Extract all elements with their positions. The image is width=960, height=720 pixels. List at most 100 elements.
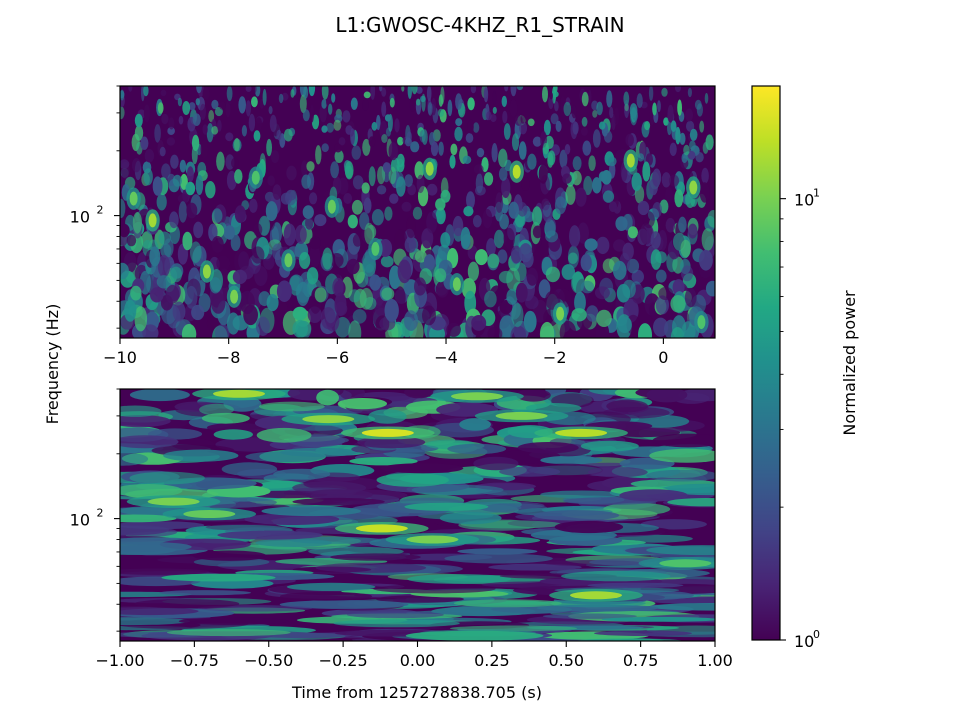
heatmap-texture-cell	[404, 236, 417, 253]
heatmap-texture-cell	[580, 254, 592, 272]
heatmap-texture-cell	[237, 468, 287, 479]
heatmap-texture-cell	[262, 88, 267, 106]
heatmap-texture-cell	[405, 630, 544, 641]
heatmap-texture-cell	[521, 177, 530, 191]
heatmap-texture-cell	[143, 168, 153, 186]
heatmap-hotspot	[327, 199, 336, 214]
heatmap-texture-cell	[346, 258, 360, 275]
heatmap-texture-cell	[292, 481, 367, 495]
heatmap-texture-cell	[321, 143, 329, 153]
heatmap-texture-cell	[653, 317, 669, 337]
heatmap-texture-cell	[563, 101, 572, 117]
heatmap-texture-cell	[472, 122, 480, 133]
heatmap-texture-cell	[401, 201, 412, 212]
heatmap-hotspot	[451, 392, 503, 401]
heatmap-texture-cell	[657, 229, 668, 251]
heatmap-texture-cell	[652, 102, 657, 116]
heatmap-texture-cell	[550, 113, 559, 125]
heatmap-texture-cell	[178, 617, 290, 625]
y-tick-label: 10	[70, 511, 90, 530]
heatmap-texture-cell	[561, 570, 671, 582]
heatmap-texture-cell	[156, 193, 167, 211]
heatmap-texture-cell	[389, 97, 395, 108]
heatmap-texture-cell	[129, 471, 205, 485]
heatmap-texture-cell	[362, 138, 371, 156]
heatmap-texture-cell	[437, 108, 445, 117]
x-tick-label: −8	[217, 348, 241, 367]
heatmap-texture-cell	[627, 226, 639, 239]
heatmap-texture-cell	[471, 315, 487, 331]
heatmap-texture-cell	[244, 513, 340, 525]
heatmap-texture-cell	[333, 619, 460, 628]
heatmap-texture-cell	[352, 175, 364, 190]
heatmap-texture-cell	[414, 161, 424, 180]
heatmap-texture-cell	[644, 121, 651, 131]
heatmap-texture-cell	[652, 168, 662, 187]
heatmap-texture-cell	[347, 214, 358, 229]
heatmap-texture-cell	[548, 95, 554, 110]
heatmap-texture-cell	[687, 150, 696, 160]
heatmap-texture-cell	[253, 130, 261, 142]
heatmap-texture-cell	[572, 121, 579, 135]
heatmap-texture-cell	[352, 309, 367, 324]
heatmap-texture-cell	[665, 217, 676, 233]
heatmap-texture-cell	[538, 599, 646, 608]
heatmap-hotspot	[555, 428, 608, 437]
heatmap-texture-cell	[421, 228, 434, 249]
heatmap-texture-cell	[462, 155, 472, 164]
heatmap-texture-cell	[555, 120, 562, 132]
heatmap-texture-cell	[384, 298, 399, 322]
heatmap-texture-cell	[279, 600, 409, 609]
heatmap-texture-cell	[686, 120, 695, 132]
heatmap-texture-cell	[230, 234, 241, 252]
top-y-ticks: 10 2	[70, 85, 120, 329]
heatmap-texture-cell	[396, 176, 406, 197]
x-tick-label: −0.75	[170, 651, 219, 670]
heatmap-texture-cell	[540, 490, 624, 499]
heatmap-texture-cell	[404, 174, 413, 188]
heatmap-texture-cell	[299, 94, 307, 114]
top-axes-frame	[119, 85, 716, 339]
top-panel: −10 −8 −6 −4 −2 0 10 2	[70, 85, 716, 367]
heatmap-texture-cell	[565, 184, 576, 205]
heatmap-texture-cell	[411, 86, 418, 95]
heatmap-texture-cell	[380, 463, 464, 474]
heatmap-texture-cell	[669, 142, 677, 156]
heatmap-texture-cell	[332, 277, 344, 297]
heatmap-texture-cell	[545, 266, 561, 283]
heatmap-texture-cell	[190, 241, 202, 263]
heatmap-texture-cell	[554, 196, 567, 215]
heatmap-texture-cell	[186, 166, 194, 183]
heatmap-texture-cell	[467, 97, 475, 111]
heatmap-texture-cell	[394, 118, 400, 133]
heatmap-texture-cell	[178, 201, 188, 223]
heatmap-texture-cell	[334, 292, 347, 317]
heatmap-texture-cell	[370, 86, 376, 100]
y-axis-label: Frequency (Hz)	[43, 304, 62, 425]
heatmap-texture-cell	[290, 89, 295, 98]
heatmap-texture-cell	[320, 307, 336, 330]
heatmap-texture-cell	[701, 167, 709, 184]
heatmap-texture-cell	[580, 127, 588, 136]
heatmap-texture-cell	[351, 145, 362, 160]
heatmap-texture-cell	[580, 440, 639, 452]
heatmap-texture-cell	[559, 320, 577, 338]
heatmap-texture-cell	[213, 429, 253, 440]
heatmap-texture-cell	[629, 103, 638, 119]
heatmap-texture-cell	[549, 92, 553, 100]
heatmap-texture-cell	[587, 582, 684, 589]
heatmap-texture-cell	[343, 160, 351, 174]
heatmap-texture-cell	[539, 321, 555, 338]
heatmap-texture-cell	[266, 294, 279, 312]
heatmap-texture-cell	[120, 514, 177, 523]
bottom-x-ticks: −1.00 −0.75 −0.50 −0.25 0.00 0.25 0.50 0.75 1.00	[95, 641, 733, 670]
heatmap-texture-cell	[491, 143, 498, 163]
heatmap-texture-cell	[251, 96, 258, 108]
heatmap-texture-cell	[649, 448, 715, 463]
heatmap-texture-cell	[498, 148, 508, 168]
heatmap-texture-cell	[376, 185, 387, 195]
heatmap-texture-cell	[401, 86, 405, 92]
heatmap-texture-cell	[562, 173, 572, 184]
heatmap-texture-cell	[658, 286, 674, 301]
heatmap-texture-cell	[612, 260, 627, 281]
